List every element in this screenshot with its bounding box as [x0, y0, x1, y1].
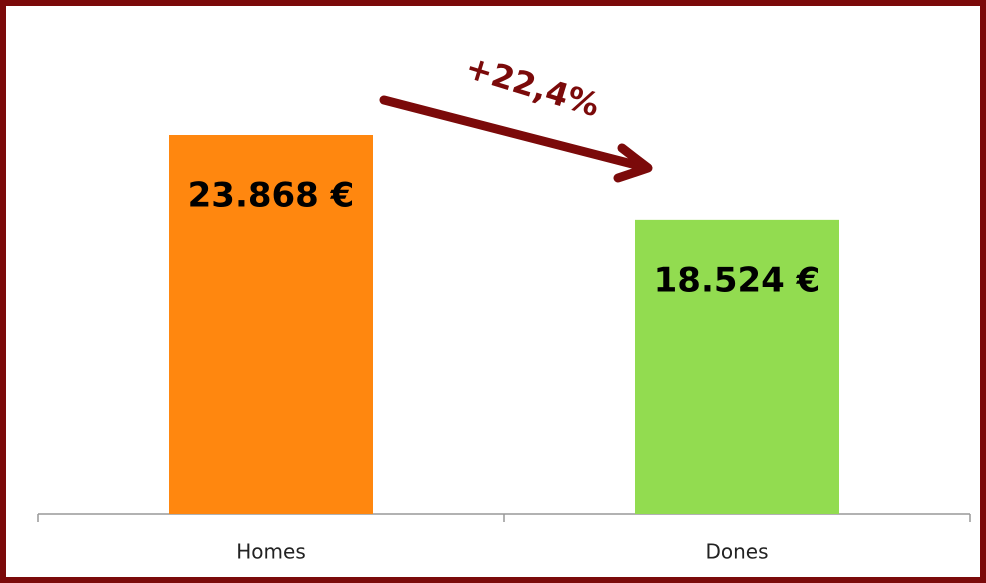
bar: [635, 219, 839, 515]
x-tick-label: Dones: [705, 540, 768, 564]
x-tick-label: Homes: [236, 540, 305, 564]
data-label: 18.524 €: [654, 260, 821, 300]
bar: [169, 135, 373, 514]
trend-arrow: [379, 95, 645, 171]
trend-arrowhead: [613, 143, 653, 183]
data-label: 23.868 €: [188, 176, 355, 216]
